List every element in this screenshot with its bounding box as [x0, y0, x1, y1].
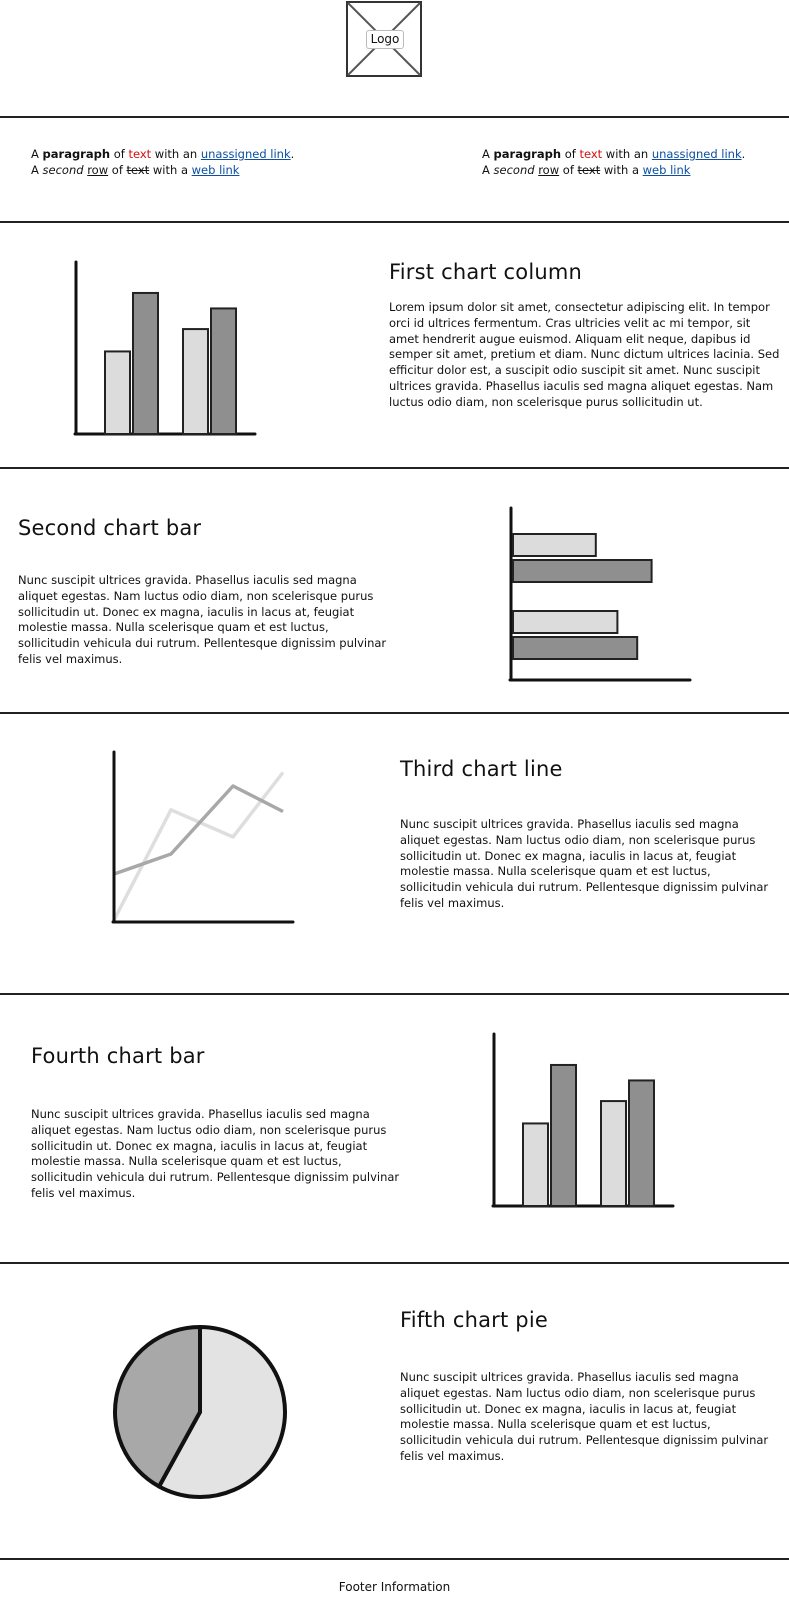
chart-bar	[522, 1122, 549, 1207]
section-title: Second chart bar	[18, 516, 202, 540]
pie-slice	[113, 1325, 202, 1489]
chart-bar	[600, 1100, 627, 1207]
chart-line	[111, 750, 295, 924]
chart-bar	[182, 328, 209, 435]
divider	[0, 993, 789, 995]
chart-bar	[512, 533, 597, 557]
section-text: Nunc suscipit ultrices gravida. Phasellu…	[31, 1107, 400, 1200]
chart-line-series	[112, 784, 284, 877]
chart-bar	[512, 559, 653, 583]
intro-line-1: A paragraph of text with an unassigned l…	[31, 147, 295, 161]
intro-line-2: A second row of text with a web link	[482, 163, 691, 177]
section-text: Nunc suscipit ultrices gravida. Phasellu…	[400, 1370, 769, 1463]
pie-slice	[157, 1325, 287, 1499]
chart-bar	[550, 1063, 577, 1207]
chart-bar	[628, 1079, 655, 1207]
intro-paragraph-right: A paragraph of text with an unassigned l…	[482, 146, 745, 178]
section-title: Third chart line	[400, 757, 563, 781]
chart-bar	[512, 636, 639, 660]
chart-bar-horizontal	[508, 506, 692, 682]
chart-bar	[132, 291, 159, 435]
divider	[0, 1558, 789, 1560]
intro-line-1: A paragraph of text with an unassigned l…	[482, 147, 746, 161]
chart-pie	[113, 1325, 287, 1499]
footer-information: Footer Information	[338, 1580, 451, 1594]
web-link[interactable]: web link	[191, 163, 240, 177]
section-title: First chart column	[389, 260, 583, 284]
section-title: Fifth chart pie	[400, 1308, 548, 1332]
chart-bar	[104, 350, 131, 435]
divider	[0, 467, 789, 469]
intro-paragraph-left: A paragraph of text with an unassigned l…	[31, 146, 294, 178]
chart-line-series	[111, 771, 285, 923]
unassigned-link[interactable]: unassigned link	[200, 147, 291, 161]
logo-placeholder: Logo	[346, 1, 422, 77]
divider	[0, 712, 789, 714]
divider	[0, 1262, 789, 1264]
section-text: Nunc suscipit ultrices gravida. Phasellu…	[400, 817, 769, 910]
logo-label: Logo	[366, 30, 404, 49]
divider	[0, 116, 789, 118]
section-title: Fourth chart bar	[31, 1044, 205, 1068]
chart-column-2	[491, 1032, 675, 1208]
chart-column-1	[73, 260, 257, 436]
unassigned-link[interactable]: unassigned link	[651, 147, 742, 161]
section-text: Nunc suscipit ultrices gravida. Phasellu…	[18, 573, 387, 666]
section-text: Lorem ipsum dolor sit amet, consectetur …	[389, 300, 780, 409]
web-link[interactable]: web link	[642, 163, 691, 177]
divider	[0, 221, 789, 223]
intro-line-2: A second row of text with a web link	[31, 163, 240, 177]
chart-bar	[512, 610, 619, 634]
chart-bar	[210, 307, 237, 435]
